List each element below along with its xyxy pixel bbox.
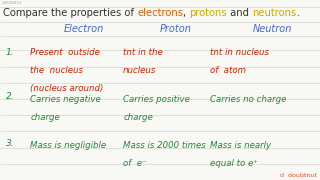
Text: Present  outside: Present outside [30, 48, 100, 57]
Text: of  atom: of atom [210, 66, 246, 75]
Text: charge: charge [30, 113, 60, 122]
Text: 3.: 3. [6, 140, 14, 148]
Text: .: . [297, 8, 300, 18]
Text: Carries negative: Carries negative [30, 95, 101, 104]
Text: (nucleus around): (nucleus around) [30, 84, 104, 93]
Text: electrons: electrons [137, 8, 183, 18]
Text: Carries no charge: Carries no charge [210, 95, 286, 104]
Text: 1.: 1. [6, 48, 14, 57]
Text: 24848813: 24848813 [2, 1, 22, 5]
Text: neutrons: neutrons [252, 8, 297, 18]
Text: of  e⁻: of e⁻ [123, 159, 147, 168]
Text: ,: , [183, 8, 189, 18]
Text: the  nucleus: the nucleus [30, 66, 84, 75]
Text: Carries positive: Carries positive [123, 95, 190, 104]
Text: Mass is nearly: Mass is nearly [210, 141, 271, 150]
Text: Electron: Electron [64, 24, 104, 34]
Text: charge: charge [123, 113, 153, 122]
Text: equal to e⁺: equal to e⁺ [210, 159, 257, 168]
Text: protons: protons [189, 8, 227, 18]
Text: Mass is 2000 times: Mass is 2000 times [123, 141, 206, 150]
Text: Mass is negligible: Mass is negligible [30, 141, 107, 150]
Text: Compare the properties of: Compare the properties of [3, 8, 137, 18]
Text: and: and [227, 8, 252, 18]
Text: Neutron: Neutron [253, 24, 292, 34]
Text: 2.: 2. [6, 92, 14, 101]
Text: nucleus: nucleus [123, 66, 156, 75]
Text: d  doubtnut: d doubtnut [280, 173, 317, 178]
Text: tnt in nucleus: tnt in nucleus [210, 48, 268, 57]
Text: Proton: Proton [160, 24, 192, 34]
Text: tnt in the: tnt in the [123, 48, 163, 57]
